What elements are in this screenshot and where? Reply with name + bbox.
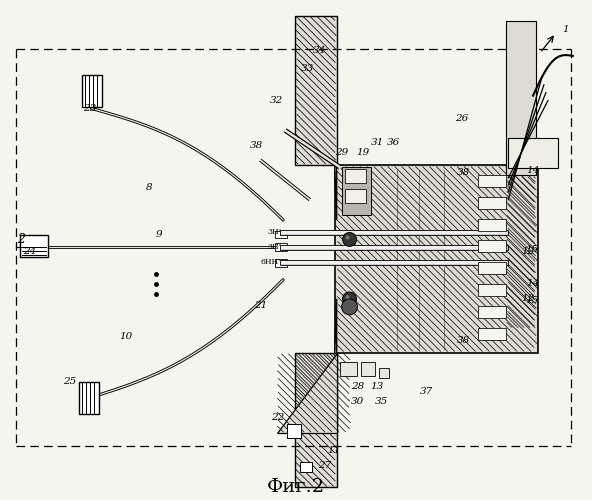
Text: 22: 22	[272, 414, 285, 422]
Bar	[281, 246, 507, 249]
Bar	[275, 230, 287, 238]
Bar	[79, 382, 99, 414]
Text: 36: 36	[387, 138, 400, 146]
Text: 25: 25	[63, 377, 76, 386]
Text: 21: 21	[253, 302, 267, 310]
Text: 38: 38	[457, 168, 470, 177]
Text: 24: 24	[22, 247, 36, 256]
Polygon shape	[334, 165, 337, 220]
Bar	[20, 236, 48, 258]
Bar	[478, 197, 506, 208]
Bar	[478, 240, 506, 252]
Bar	[345, 169, 366, 183]
Bar	[281, 231, 507, 234]
Text: 11: 11	[327, 446, 340, 455]
Bar	[280, 245, 509, 250]
Circle shape	[346, 295, 349, 299]
Bar	[478, 218, 506, 230]
Text: 23: 23	[83, 104, 96, 113]
Bar	[478, 175, 506, 187]
Bar	[295, 354, 337, 488]
Text: Фиг.2: Фиг.2	[267, 478, 325, 496]
Bar	[275, 244, 287, 252]
Bar	[340, 362, 358, 376]
Text: 3H’: 3H’	[267, 244, 281, 252]
Bar	[275, 260, 287, 267]
Text: 37: 37	[420, 386, 433, 396]
Bar	[280, 230, 509, 235]
Text: 29: 29	[335, 148, 348, 156]
Bar	[379, 368, 389, 378]
Bar	[287, 424, 301, 438]
Text: 9: 9	[156, 230, 162, 239]
Bar	[362, 362, 375, 376]
Text: 19: 19	[356, 148, 369, 156]
Text: 10: 10	[120, 332, 133, 341]
Text: 28: 28	[351, 382, 364, 390]
Bar	[478, 262, 506, 274]
Text: 14: 14	[526, 166, 540, 174]
Text: 15: 15	[526, 296, 539, 306]
Text: 8: 8	[146, 184, 153, 192]
Bar	[478, 328, 506, 340]
Bar	[82, 75, 102, 106]
Bar	[295, 16, 337, 165]
Polygon shape	[277, 354, 337, 433]
Text: 15: 15	[526, 245, 539, 254]
Bar	[478, 306, 506, 318]
Circle shape	[343, 292, 356, 306]
Bar	[506, 21, 536, 175]
Polygon shape	[334, 299, 337, 354]
Text: 33: 33	[301, 64, 314, 74]
Bar	[478, 284, 506, 296]
Text: 12: 12	[522, 294, 535, 304]
Text: 35: 35	[375, 396, 388, 406]
Bar	[281, 261, 507, 264]
Text: 27: 27	[318, 461, 332, 470]
Text: 31: 31	[371, 138, 384, 146]
Text: 14: 14	[526, 278, 540, 287]
Text: 32: 32	[269, 96, 283, 105]
Text: 3H’: 3H’	[267, 228, 281, 236]
Circle shape	[343, 232, 356, 246]
Bar	[300, 462, 312, 471]
Bar	[345, 189, 366, 202]
Text: 13: 13	[371, 382, 384, 390]
Circle shape	[346, 236, 349, 240]
Bar	[509, 138, 558, 168]
Text: 38: 38	[457, 336, 470, 345]
Bar	[334, 165, 538, 354]
Text: 12: 12	[522, 247, 535, 256]
Text: 30: 30	[351, 396, 364, 406]
Text: 38: 38	[250, 140, 263, 149]
Text: 2: 2	[17, 233, 25, 246]
Text: 6HH’: 6HH’	[260, 258, 281, 266]
Bar	[342, 167, 371, 214]
Circle shape	[342, 299, 358, 315]
Text: 1: 1	[562, 24, 569, 34]
Bar	[280, 260, 509, 264]
Text: 34: 34	[313, 46, 326, 56]
Text: 26: 26	[455, 114, 468, 123]
